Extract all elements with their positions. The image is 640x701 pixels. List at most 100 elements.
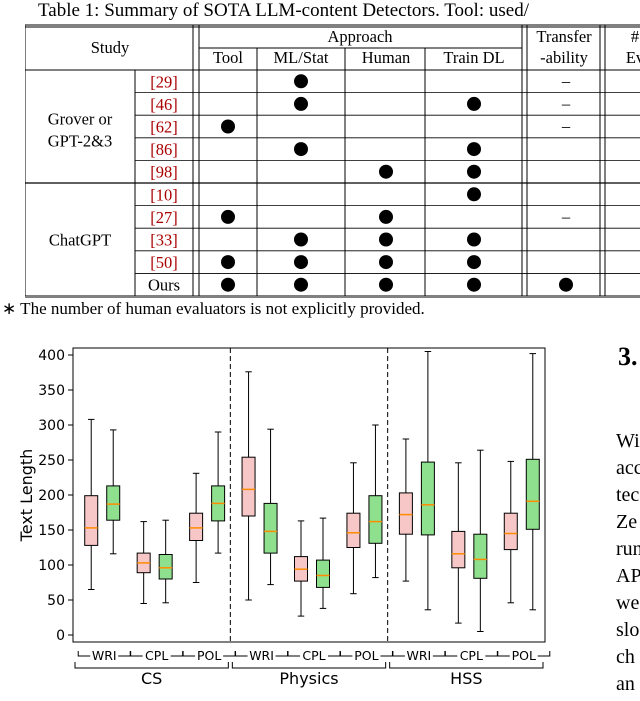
box-human bbox=[451, 530, 466, 569]
approach-dot bbox=[294, 74, 308, 89]
approach-dot bbox=[221, 277, 235, 292]
approach-dot bbox=[294, 142, 308, 157]
y-tick-label: 50 bbox=[47, 593, 65, 609]
approach-dot bbox=[467, 187, 481, 202]
approach-dot bbox=[379, 255, 393, 270]
y-tick-label: 350 bbox=[38, 383, 65, 399]
sub-bracket bbox=[485, 651, 498, 657]
approach-dot bbox=[294, 255, 308, 270]
approach-dot bbox=[467, 232, 481, 247]
approach-dot bbox=[221, 119, 235, 134]
box-llm bbox=[525, 458, 540, 530]
y-tick-label: 0 bbox=[56, 628, 65, 644]
approach-dot bbox=[294, 277, 308, 292]
row-ref-citation: [27] bbox=[150, 208, 178, 227]
body-line: acc bbox=[616, 457, 640, 479]
body-line: run bbox=[616, 538, 640, 560]
y-tick-label: 100 bbox=[38, 558, 65, 574]
sub-category-label: POL bbox=[197, 648, 221, 663]
section-heading: 3. bbox=[618, 342, 638, 371]
sub-category-label: WRI bbox=[249, 648, 274, 663]
group-bracket bbox=[389, 662, 544, 669]
body-line: Ze bbox=[616, 511, 638, 533]
row-ref-citation: [46] bbox=[150, 95, 178, 114]
body-line: an bbox=[616, 673, 635, 695]
body-text-column: Wi acc tec Ze run AP we slo ch an bbox=[616, 428, 640, 698]
y-tick-label: 200 bbox=[38, 488, 65, 504]
header-evaluators: Ev bbox=[626, 48, 640, 67]
header-col-human: Human bbox=[362, 48, 411, 67]
body-line: Wi bbox=[616, 430, 640, 452]
group-bracket bbox=[74, 662, 229, 669]
sub-category-label: POL bbox=[512, 648, 536, 663]
sub-category-label: WRI bbox=[407, 648, 432, 663]
box-llm bbox=[368, 495, 383, 544]
box-llm bbox=[106, 485, 121, 521]
box-llm bbox=[158, 554, 173, 580]
table-footnote: ∗ The number of human evaluators is not … bbox=[2, 299, 425, 318]
header-col-mlstat: ML/Stat bbox=[273, 48, 328, 67]
sub-bracket bbox=[275, 651, 289, 657]
body-line: tec bbox=[616, 484, 640, 506]
box-human bbox=[189, 512, 204, 541]
approach-dot bbox=[379, 209, 393, 224]
sub-category-label: WRI bbox=[92, 648, 117, 663]
group-label: HSS bbox=[450, 669, 482, 688]
sub-category-label: CPL bbox=[145, 648, 168, 663]
approach-dot bbox=[221, 209, 235, 224]
table-caption: Table 1: Summary of SOTA LLM-content Det… bbox=[38, 0, 529, 21]
detectors-table: Study Approach Tool ML/Stat Human Train DL Tra… bbox=[25, 24, 640, 298]
row-ref-citation: [10] bbox=[150, 185, 178, 204]
approach-dot bbox=[467, 277, 481, 292]
header-evaluators: # bbox=[631, 27, 639, 46]
transferability-dash: – bbox=[561, 117, 571, 136]
body-line: ch bbox=[616, 646, 635, 668]
header-transferability: Transfer bbox=[536, 27, 592, 46]
box-llm bbox=[263, 502, 278, 554]
box-human bbox=[503, 512, 518, 551]
sub-bracket bbox=[537, 651, 551, 657]
group-name: ChatGPT bbox=[49, 231, 111, 250]
box-human bbox=[346, 512, 361, 548]
boxplot-svg: 0 50 100 150 200 250 300 350 400 Text Length WRI CP… bbox=[17, 347, 551, 688]
header-approach: Approach bbox=[327, 27, 393, 46]
group-label: CS bbox=[141, 669, 162, 688]
sub-bracket bbox=[432, 651, 446, 657]
approach-dot bbox=[379, 232, 393, 247]
sub-bracket bbox=[130, 651, 143, 657]
row-ref-citation: [98] bbox=[150, 163, 178, 182]
approach-dot bbox=[467, 96, 481, 111]
sub-bracket bbox=[235, 651, 248, 657]
sub-category-label: POL bbox=[354, 648, 378, 663]
approach-dot bbox=[467, 255, 481, 270]
row-ref-citation: [33] bbox=[150, 231, 178, 250]
group-name: Grover or bbox=[48, 110, 113, 129]
sub-bracket bbox=[77, 651, 91, 657]
approach-dot bbox=[294, 232, 308, 247]
row-ref-citation: [50] bbox=[150, 253, 178, 272]
row-ref-citation: [62] bbox=[150, 118, 178, 137]
y-axis-label: Text Length bbox=[17, 449, 36, 543]
approach-dot bbox=[221, 255, 235, 270]
sub-bracket bbox=[118, 651, 131, 657]
sub-bracket bbox=[170, 651, 184, 657]
header-col-tool: Tool bbox=[213, 48, 243, 67]
y-tick-label: 400 bbox=[38, 348, 65, 364]
approach-dot bbox=[467, 164, 481, 179]
header-study: Study bbox=[91, 38, 130, 57]
box-llm bbox=[473, 533, 488, 579]
box-human bbox=[241, 456, 256, 517]
row-ref-citation: [29] bbox=[150, 72, 178, 91]
row-ref-ours: Ours bbox=[148, 276, 180, 295]
sub-bracket bbox=[497, 651, 510, 657]
body-line: slo bbox=[616, 619, 640, 641]
body-line: AP bbox=[616, 565, 640, 587]
group-name: GPT-2&3 bbox=[48, 132, 113, 151]
approach-dot bbox=[379, 164, 393, 179]
sub-bracket bbox=[380, 651, 393, 657]
approach-dot bbox=[467, 142, 481, 157]
group-label: Physics bbox=[279, 669, 338, 688]
header-transferability: -ability bbox=[540, 48, 588, 67]
transferability-dash: – bbox=[561, 207, 571, 226]
y-tick-label: 300 bbox=[38, 418, 65, 434]
